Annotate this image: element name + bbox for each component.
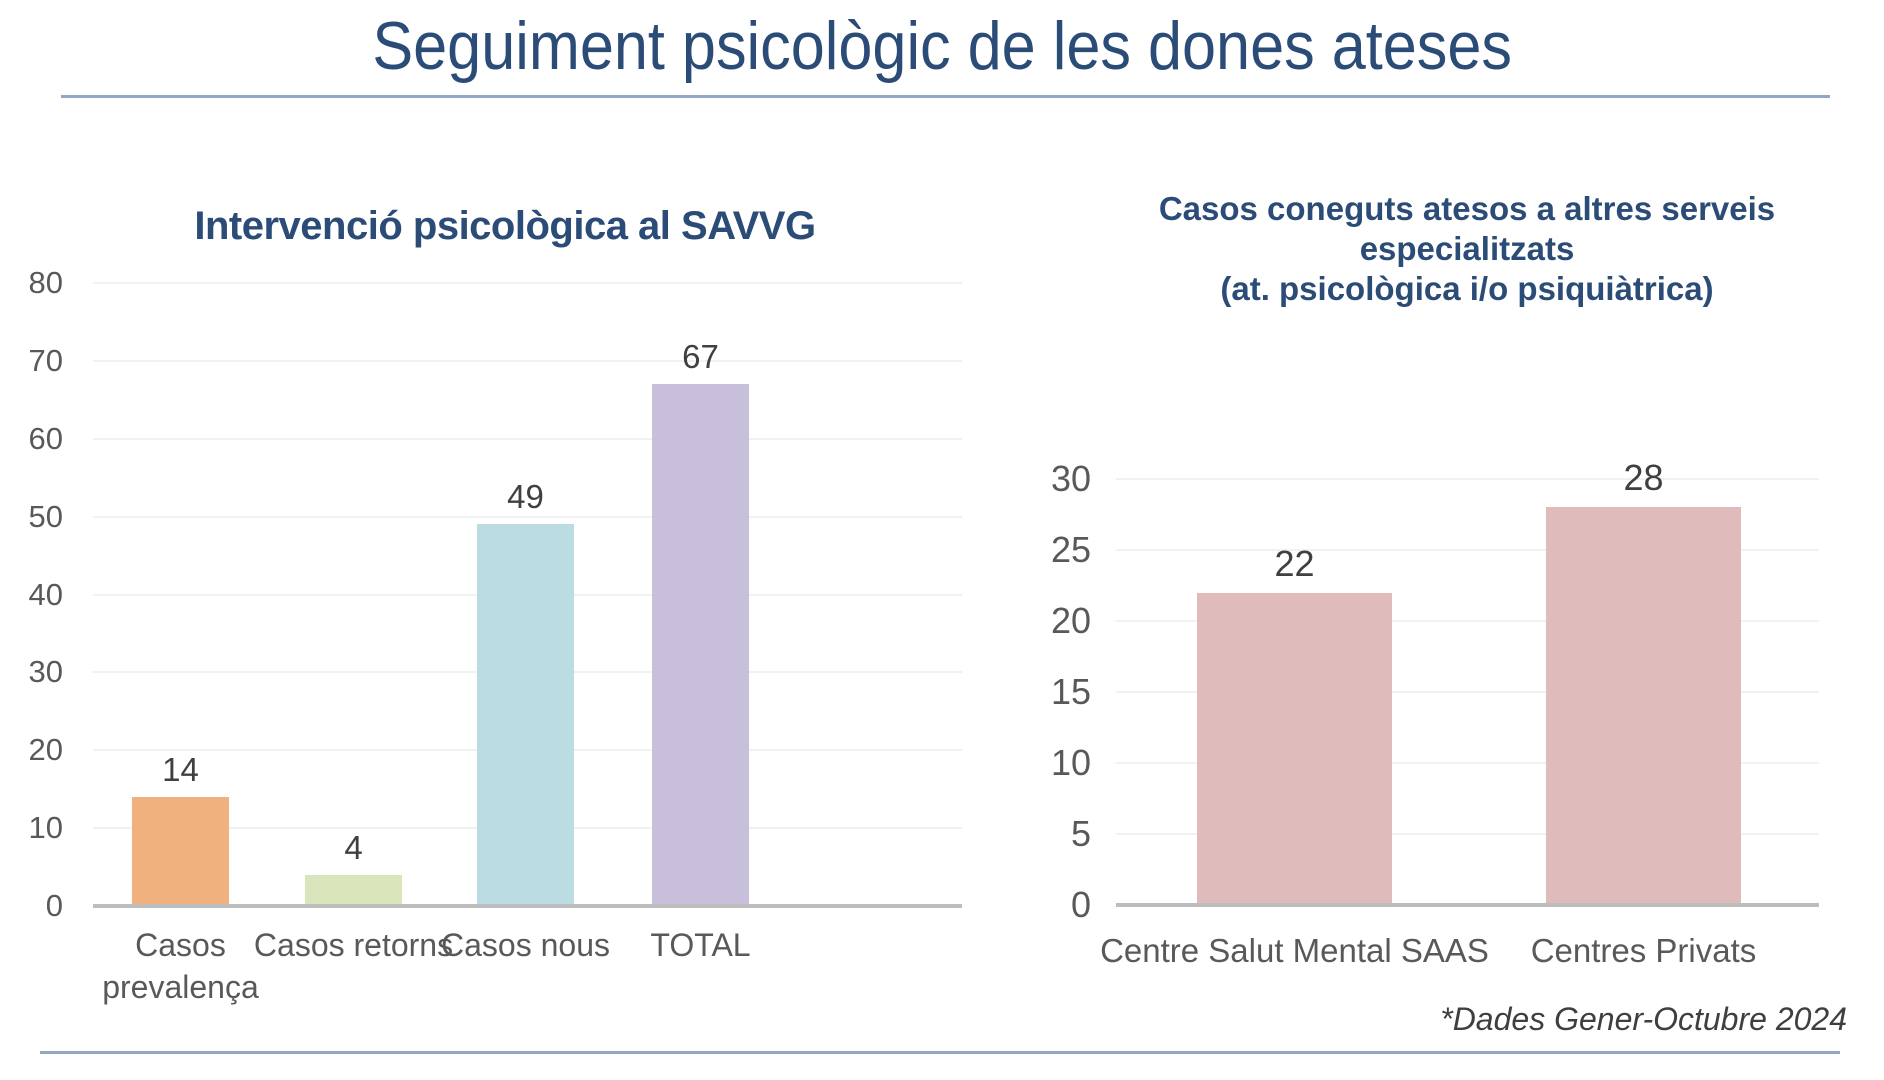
x-axis-category-label: Casos retorns [253, 927, 454, 963]
x-axis-line [1116, 903, 1819, 907]
y-axis-tick-label: 15 [1050, 671, 1091, 712]
gridline [1116, 549, 1819, 551]
gridline [1116, 833, 1819, 835]
bar-value-label: 14 [162, 751, 199, 788]
chart-title-line: especialitzats [1359, 230, 1575, 267]
title-divider-line [61, 95, 1830, 98]
y-axis-tick-label: 0 [45, 888, 63, 923]
chart-title: Casos coneguts atesos a altres serveis e… [1100, 189, 1834, 309]
y-axis-tick-label: 0 [1070, 884, 1091, 925]
x-axis-category-label: TOTAL [650, 927, 751, 963]
y-axis-tick-label: 10 [1050, 742, 1091, 783]
page-title: Seguiment psicològic de les dones ateses [372, 8, 1512, 84]
y-axis-tick-label: 20 [28, 732, 63, 768]
gridline [1116, 691, 1819, 693]
chart-title-line: Casos coneguts atesos a altres serveis [1158, 190, 1776, 227]
plot-area: 0 5 10 15 20 25 30 22 Centre Salut Mental SAAS 28… [1051, 457, 1819, 969]
y-axis-tick-label: 70 [28, 342, 63, 378]
bar-Casos nous [477, 524, 574, 906]
bar-value-label: 4 [344, 829, 363, 866]
gridline [93, 359, 962, 362]
bar-value-label: 49 [507, 478, 544, 515]
y-axis-tick-label: 80 [28, 265, 63, 300]
chart-title-line: (at. psicològica i/o psiquiàtrica) [1220, 270, 1714, 307]
y-axis-tick-label: 30 [28, 654, 63, 690]
x-axis-category-label: Centre Salut Mental SAAS [1100, 932, 1489, 969]
chart-title: Intervenció psicològica al SAVVG [194, 204, 816, 248]
bar-Centres Privats [1546, 507, 1741, 905]
x-axis-category-label: Centres Privats [1530, 932, 1757, 969]
y-axis-tick-label: 50 [28, 498, 63, 534]
y-axis-tick-label: 10 [28, 810, 63, 846]
y-axis-tick-label: 30 [1050, 458, 1091, 499]
plot-area: 0 10 20 30 40 50 60 70 80 14 Casos prevalença 4 Caso… [29, 265, 962, 1005]
gridline [1116, 762, 1819, 764]
gridline [93, 282, 962, 284]
bar-TOTAL [652, 384, 749, 906]
bar-Centre Salut Mental SAAS [1197, 593, 1392, 905]
data-period-footnote: *Dades Gener-Octubre 2024 [1440, 1001, 1847, 1037]
gridline [93, 515, 962, 518]
gridline [1116, 620, 1819, 622]
y-axis-tick-label: 20 [1050, 600, 1091, 641]
bar-value-label: 22 [1274, 543, 1315, 584]
bar-value-label: 28 [1623, 457, 1664, 498]
y-axis-tick-label: 5 [1070, 813, 1091, 854]
x-axis-category-label: Casos prevalença [102, 927, 259, 1006]
y-axis-tick-label: 60 [28, 420, 63, 456]
x-axis-category-label: Casos nous [441, 927, 610, 963]
bottom-divider-line [40, 1051, 1840, 1054]
gridline [1116, 478, 1819, 480]
bar-value-label: 67 [682, 338, 719, 375]
bar-Casos retorns [305, 875, 402, 906]
x-axis-line [93, 904, 962, 908]
y-axis-tick-label: 25 [1050, 529, 1091, 570]
gridline [93, 437, 962, 440]
bar-Casos prevalença [132, 797, 229, 906]
y-axis-tick-label: 40 [28, 576, 63, 612]
